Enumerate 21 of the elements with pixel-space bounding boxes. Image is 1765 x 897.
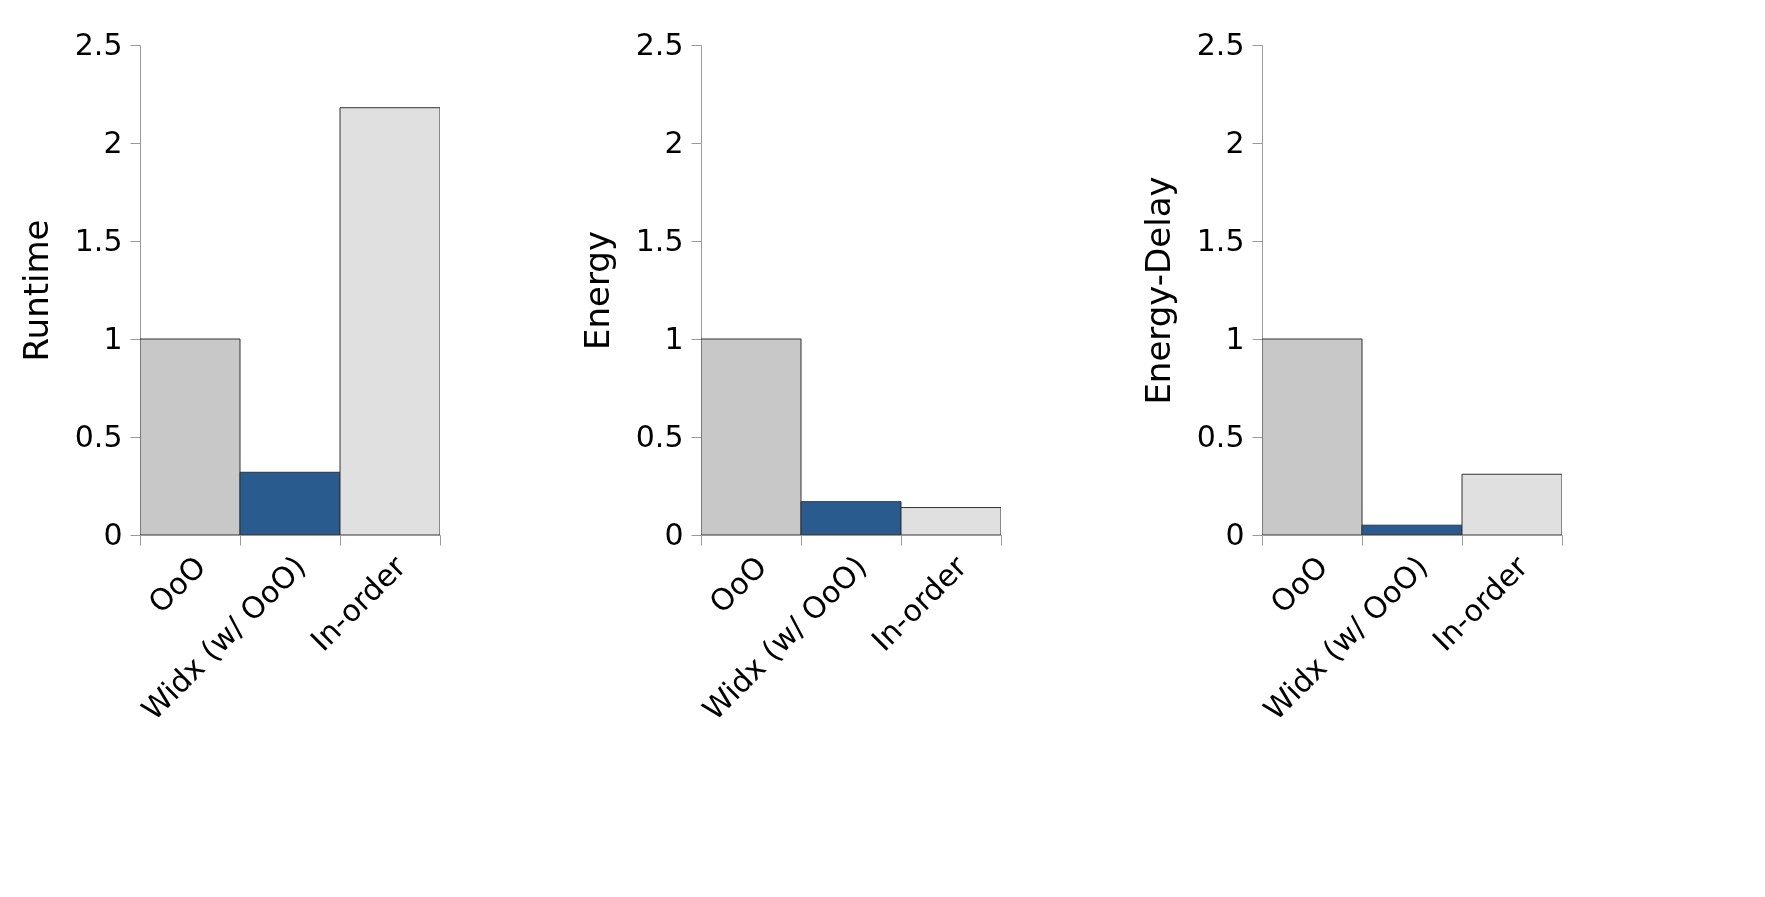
y-tick-label: 0.5 [1196, 418, 1245, 454]
y-axis-title: Energy-Delay [1137, 176, 1178, 405]
y-tick-label: 0 [1225, 516, 1245, 552]
y-tick-label: 1 [664, 320, 684, 356]
y-tick-label: 2 [1225, 124, 1245, 160]
y-axis-title: Runtime [15, 219, 56, 362]
y-axis-title: Energy [576, 230, 617, 351]
y-tick-label: 2.5 [1196, 26, 1245, 62]
y-tick-label: 1 [103, 320, 123, 356]
y-tick-label: 2 [664, 124, 684, 160]
y-tick-label: 0 [664, 516, 684, 552]
y-tick-label: 0 [103, 516, 123, 552]
y-tick-label: 2.5 [74, 26, 123, 62]
y-tick-label: 1.5 [1196, 222, 1245, 258]
y-tick-label: 1.5 [635, 222, 684, 258]
y-tick-label: 0.5 [74, 418, 123, 454]
y-tick-label: 2 [103, 124, 123, 160]
y-tick-label: 0.5 [635, 418, 684, 454]
y-tick-label: 2.5 [635, 26, 684, 62]
y-tick-label: 1.5 [74, 222, 123, 258]
y-tick-label: 1 [1225, 320, 1245, 356]
